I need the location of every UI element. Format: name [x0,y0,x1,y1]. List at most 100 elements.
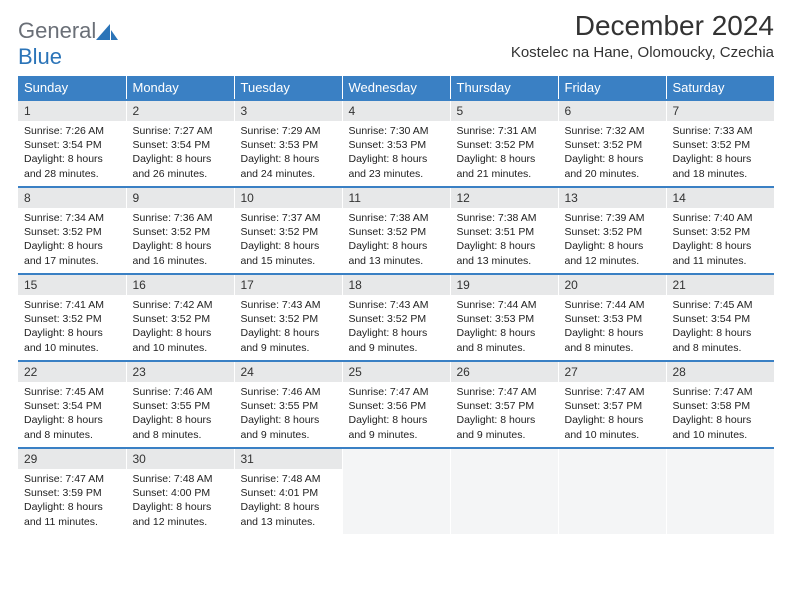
sunrise-text: Sunrise: 7:45 AM [673,298,769,312]
sunset-text: Sunset: 3:52 PM [241,225,336,239]
day-number: 23 [127,362,234,382]
logo-text-blue: Blue [18,44,62,69]
sunset-text: Sunset: 4:01 PM [241,486,336,500]
calendar-page: General Blue December 2024 Kostelec na H… [0,0,792,612]
day-cell: 9Sunrise: 7:36 AMSunset: 3:52 PMDaylight… [126,187,234,274]
day-number: 20 [559,275,666,295]
day-number: 3 [235,101,342,121]
day-body: Sunrise: 7:26 AMSunset: 3:54 PMDaylight:… [18,121,126,183]
daylight-line1: Daylight: 8 hours [457,413,552,427]
sunset-text: Sunset: 3:58 PM [673,399,769,413]
day-number: 1 [18,101,126,121]
daylight-line1: Daylight: 8 hours [241,413,336,427]
sunset-text: Sunset: 3:52 PM [565,225,660,239]
day-body: Sunrise: 7:32 AMSunset: 3:52 PMDaylight:… [559,121,666,183]
day-cell: 19Sunrise: 7:44 AMSunset: 3:53 PMDayligh… [450,274,558,361]
daylight-line2: and 9 minutes. [457,428,552,442]
sunset-text: Sunset: 3:59 PM [24,486,120,500]
title-block: December 2024 Kostelec na Hane, Olomouck… [511,10,774,61]
week-row: 15Sunrise: 7:41 AMSunset: 3:52 PMDayligh… [18,274,774,361]
daylight-line2: and 9 minutes. [241,341,336,355]
daylight-line1: Daylight: 8 hours [349,326,444,340]
day-number: 11 [343,188,450,208]
day-cell: 26Sunrise: 7:47 AMSunset: 3:57 PMDayligh… [450,361,558,448]
day-cell: 1Sunrise: 7:26 AMSunset: 3:54 PMDaylight… [18,100,126,187]
day-cell: 15Sunrise: 7:41 AMSunset: 3:52 PMDayligh… [18,274,126,361]
sunrise-text: Sunrise: 7:37 AM [241,211,336,225]
sunset-text: Sunset: 3:56 PM [349,399,444,413]
sunset-text: Sunset: 3:52 PM [565,138,660,152]
daylight-line1: Daylight: 8 hours [241,152,336,166]
day-cell: 5Sunrise: 7:31 AMSunset: 3:52 PMDaylight… [450,100,558,187]
day-cell: 23Sunrise: 7:46 AMSunset: 3:55 PMDayligh… [126,361,234,448]
sunset-text: Sunset: 3:52 PM [673,225,769,239]
daylight-line2: and 11 minutes. [24,515,120,529]
sunrise-text: Sunrise: 7:46 AM [241,385,336,399]
sunset-text: Sunset: 3:53 PM [241,138,336,152]
sunrise-text: Sunrise: 7:26 AM [24,124,120,138]
sunrise-text: Sunrise: 7:29 AM [241,124,336,138]
day-cell: 10Sunrise: 7:37 AMSunset: 3:52 PMDayligh… [234,187,342,274]
day-cell: 20Sunrise: 7:44 AMSunset: 3:53 PMDayligh… [558,274,666,361]
day-body: Sunrise: 7:41 AMSunset: 3:52 PMDaylight:… [18,295,126,357]
day-body: Sunrise: 7:47 AMSunset: 3:57 PMDaylight:… [451,382,558,444]
day-number: 7 [667,101,775,121]
daylight-line2: and 13 minutes. [457,254,552,268]
daylight-line1: Daylight: 8 hours [673,326,769,340]
day-body: Sunrise: 7:47 AMSunset: 3:58 PMDaylight:… [667,382,775,444]
day-cell: 8Sunrise: 7:34 AMSunset: 3:52 PMDaylight… [18,187,126,274]
weekday-header: Thursday [450,76,558,100]
day-cell [342,448,450,534]
sunset-text: Sunset: 3:52 PM [24,225,120,239]
day-body: Sunrise: 7:39 AMSunset: 3:52 PMDaylight:… [559,208,666,270]
day-number: 16 [127,275,234,295]
daylight-line2: and 26 minutes. [133,167,228,181]
day-number: 18 [343,275,450,295]
day-number: 25 [343,362,450,382]
day-body: Sunrise: 7:31 AMSunset: 3:52 PMDaylight:… [451,121,558,183]
day-number: 9 [127,188,234,208]
sunset-text: Sunset: 3:57 PM [565,399,660,413]
daylight-line2: and 8 minutes. [457,341,552,355]
day-cell: 24Sunrise: 7:46 AMSunset: 3:55 PMDayligh… [234,361,342,448]
daylight-line1: Daylight: 8 hours [133,239,228,253]
sunset-text: Sunset: 3:52 PM [673,138,769,152]
day-cell: 3 Sunrise: 7:29 AMSunset: 3:53 PMDaylight… [234,100,342,187]
day-body: Sunrise: 7:38 AMSunset: 3:52 PMDaylight:… [343,208,450,270]
sunrise-text: Sunrise: 7:44 AM [457,298,552,312]
sunrise-text: Sunrise: 7:43 AM [241,298,336,312]
daylight-line2: and 24 minutes. [241,167,336,181]
sunrise-text: Sunrise: 7:46 AM [133,385,228,399]
page-header: General Blue December 2024 Kostelec na H… [18,10,774,70]
daylight-line1: Daylight: 8 hours [349,152,444,166]
calendar-table: Sunday Monday Tuesday Wednesday Thursday… [18,76,774,534]
day-body: Sunrise: 7:45 AMSunset: 3:54 PMDaylight:… [667,295,775,357]
daylight-line1: Daylight: 8 hours [673,413,769,427]
sunset-text: Sunset: 3:54 PM [24,399,120,413]
weekday-header: Monday [126,76,234,100]
daylight-line2: and 8 minutes. [133,428,228,442]
day-number: 13 [559,188,666,208]
daylight-line1: Daylight: 8 hours [133,500,228,514]
daylight-line2: and 12 minutes. [565,254,660,268]
sunrise-text: Sunrise: 7:33 AM [673,124,769,138]
sunrise-text: Sunrise: 7:39 AM [565,211,660,225]
daylight-line2: and 9 minutes. [349,428,444,442]
daylight-line2: and 13 minutes. [349,254,444,268]
day-body: Sunrise: 7:45 AMSunset: 3:54 PMDaylight:… [18,382,126,444]
day-cell: 6Sunrise: 7:32 AMSunset: 3:52 PMDaylight… [558,100,666,187]
sunrise-text: Sunrise: 7:42 AM [133,298,228,312]
day-body: Sunrise: 7:33 AMSunset: 3:52 PMDaylight:… [667,121,775,183]
month-title: December 2024 [511,10,774,42]
daylight-line2: and 8 minutes. [24,428,120,442]
day-cell: 2Sunrise: 7:27 AMSunset: 3:54 PMDaylight… [126,100,234,187]
day-body: Sunrise: 7:44 AMSunset: 3:53 PMDaylight:… [451,295,558,357]
sunset-text: Sunset: 3:53 PM [565,312,660,326]
daylight-line1: Daylight: 8 hours [133,152,228,166]
sunset-text: Sunset: 3:53 PM [457,312,552,326]
sunrise-text: Sunrise: 7:30 AM [349,124,444,138]
day-cell: 4Sunrise: 7:30 AMSunset: 3:53 PMDaylight… [342,100,450,187]
daylight-line2: and 11 minutes. [673,254,769,268]
sunset-text: Sunset: 3:55 PM [133,399,228,413]
sunrise-text: Sunrise: 7:43 AM [349,298,444,312]
